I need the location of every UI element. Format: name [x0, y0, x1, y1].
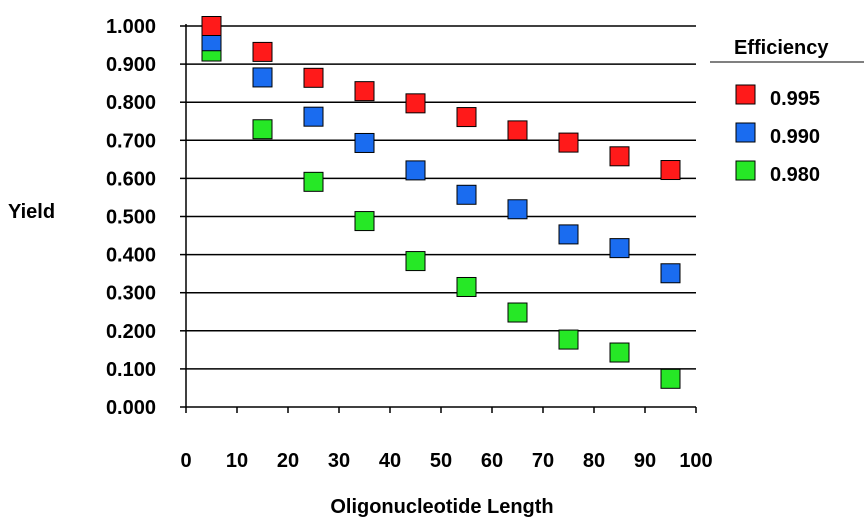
- x-tick-label: 100: [679, 450, 712, 472]
- legend-swatch: [735, 122, 756, 143]
- x-tick-labels: 0 10 20 30 40 50 60 70 80 90 100: [180, 450, 712, 472]
- grid-lines: [186, 25, 696, 370]
- x-tick-label: 30: [328, 450, 350, 472]
- y-tick-label: 0.700: [106, 130, 156, 152]
- x-tick-label: 80: [583, 450, 605, 472]
- x-axis-title: Oligonucleotide Length: [330, 496, 553, 518]
- point-0-990: [405, 160, 426, 181]
- point-0-990: [303, 106, 324, 127]
- point-0-980: [507, 302, 528, 323]
- y-tick-label: 1.000: [106, 16, 156, 38]
- point-0-995: [405, 93, 426, 114]
- point-0-980: [354, 211, 375, 232]
- x-tick-label: 20: [277, 450, 299, 472]
- y-axis-title: Yield: [8, 201, 55, 223]
- data-points: [201, 16, 681, 389]
- point-0-995: [507, 120, 528, 141]
- point-0-995: [660, 160, 681, 181]
- y-tick-labels: 0.000 0.100 0.200 0.300 0.400 0.500 0.600 0.700…: [106, 16, 156, 419]
- point-0-995: [609, 146, 630, 167]
- y-tick-label: 0.000: [106, 397, 156, 419]
- point-0-980: [405, 251, 426, 272]
- point-0-995: [201, 16, 222, 36]
- legend-label: 0.980: [770, 164, 820, 186]
- x-tick-label: 60: [481, 450, 503, 472]
- y-tick-label: 0.200: [106, 321, 156, 343]
- axes: [180, 24, 697, 413]
- x-tick-label: 40: [379, 450, 401, 472]
- point-0-980: [558, 329, 579, 350]
- point-0-995: [558, 132, 579, 153]
- legend-label: 0.995: [770, 88, 820, 110]
- legend-title: Efficiency: [734, 37, 829, 59]
- y-tick-label: 0.300: [106, 283, 156, 305]
- x-tick-label: 90: [634, 450, 656, 472]
- point-0-990: [609, 238, 630, 259]
- point-0-995: [252, 41, 273, 62]
- y-tick-label: 0.400: [106, 245, 156, 267]
- point-0-995: [303, 67, 324, 88]
- y-tick-label: 0.900: [106, 54, 156, 76]
- point-0-995: [456, 107, 477, 128]
- x-tick-label: 0: [180, 450, 191, 472]
- point-0-990: [252, 67, 273, 88]
- x-tick-label: 10: [226, 450, 248, 472]
- y-tick-label: 0.800: [106, 92, 156, 114]
- point-0-980: [609, 342, 630, 363]
- legend-swatch: [735, 160, 756, 181]
- legend-label: 0.990: [770, 126, 820, 148]
- y-tick-label: 0.600: [106, 168, 156, 190]
- point-0-990: [507, 199, 528, 220]
- point-0-980: [660, 368, 681, 389]
- point-0-990: [660, 263, 681, 284]
- x-tick-label: 50: [430, 450, 452, 472]
- point-0-990: [558, 224, 579, 245]
- point-0-980: [456, 276, 477, 297]
- x-tick-label: 70: [532, 450, 554, 472]
- point-0-995: [354, 81, 375, 102]
- point-0-980: [303, 171, 324, 192]
- y-tick-label: 0.500: [106, 207, 156, 229]
- legend-swatch: [735, 84, 756, 105]
- point-0-990: [354, 132, 375, 153]
- legend: Efficiency 0.995 0.990 0.980: [710, 37, 864, 186]
- y-tick-label: 0.100: [106, 359, 156, 381]
- point-0-990: [456, 184, 477, 205]
- point-0-980: [252, 119, 273, 140]
